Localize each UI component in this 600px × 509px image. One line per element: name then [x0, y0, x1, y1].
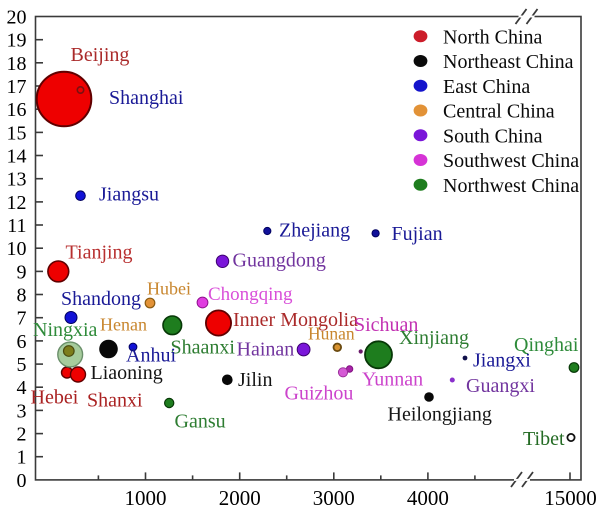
svg-text:Shaanxi: Shaanxi: [171, 337, 236, 359]
svg-text:15: 15: [7, 122, 27, 144]
svg-text:Shanxi: Shanxi: [87, 390, 143, 412]
svg-text:Yunnan: Yunnan: [362, 369, 423, 391]
svg-text:16: 16: [7, 99, 27, 121]
svg-text:Shandong: Shandong: [61, 288, 141, 310]
svg-text:North China: North China: [443, 26, 543, 48]
svg-text:Guangxi: Guangxi: [466, 375, 535, 397]
svg-text:Tianjing: Tianjing: [66, 242, 133, 264]
svg-text:Henan: Henan: [100, 315, 147, 335]
svg-text:Central China: Central China: [443, 101, 555, 123]
svg-text:Guizhou: Guizhou: [285, 383, 354, 405]
svg-text:Tibet: Tibet: [523, 428, 565, 450]
svg-text:11: 11: [7, 215, 26, 237]
svg-text:1: 1: [17, 447, 27, 469]
svg-text:Jiangxi: Jiangxi: [473, 350, 531, 372]
svg-text:20: 20: [7, 7, 27, 29]
svg-text:Zhejiang: Zhejiang: [279, 220, 350, 242]
svg-text:Shanghai: Shanghai: [109, 87, 184, 109]
svg-text:13: 13: [7, 169, 27, 191]
svg-text:Anhui: Anhui: [126, 345, 176, 367]
svg-text:Sichuan: Sichuan: [354, 314, 418, 336]
svg-text:2000: 2000: [219, 486, 261, 509]
svg-text:Ningxia: Ningxia: [33, 319, 98, 341]
svg-text:2: 2: [17, 424, 27, 446]
svg-text:19: 19: [7, 30, 27, 52]
svg-text:15000: 15000: [544, 486, 597, 509]
svg-text:5: 5: [17, 354, 27, 376]
svg-text:South China: South China: [443, 125, 543, 147]
svg-text:Xinjiang: Xinjiang: [399, 327, 469, 349]
svg-text:Guangdong: Guangdong: [233, 250, 326, 272]
svg-text:Jiangsu: Jiangsu: [99, 184, 159, 206]
svg-text:9: 9: [17, 261, 27, 283]
svg-text:Northwest China: Northwest China: [443, 175, 579, 197]
svg-text:10: 10: [7, 238, 27, 260]
svg-text:Beijing: Beijing: [71, 44, 130, 66]
svg-text:East China: East China: [443, 76, 530, 98]
svg-text:Hainan: Hainan: [237, 339, 295, 361]
svg-text:8: 8: [17, 285, 27, 307]
svg-text:4: 4: [17, 377, 27, 399]
svg-text:Northeast China: Northeast China: [443, 51, 574, 73]
svg-text:Southwest China: Southwest China: [443, 150, 579, 172]
svg-text:4000: 4000: [407, 486, 449, 509]
svg-text:12: 12: [7, 192, 27, 214]
svg-text:1000: 1000: [125, 486, 167, 509]
svg-text:18: 18: [7, 53, 27, 75]
svg-text:Liaoning: Liaoning: [91, 362, 163, 384]
svg-text:Gansu: Gansu: [175, 411, 226, 433]
svg-text:7: 7: [17, 308, 27, 330]
svg-text:Hubei: Hubei: [147, 279, 191, 299]
svg-text:17: 17: [7, 76, 27, 98]
svg-text:0: 0: [17, 470, 27, 492]
svg-text:Heilongjiang: Heilongjiang: [388, 404, 492, 426]
svg-text:Chongqing: Chongqing: [208, 284, 293, 305]
svg-text:Hunan: Hunan: [308, 324, 355, 344]
svg-text:Qinghai: Qinghai: [514, 334, 579, 356]
svg-text:Hebei: Hebei: [31, 387, 79, 409]
svg-text:14: 14: [7, 146, 27, 168]
svg-text:Fujian: Fujian: [392, 223, 443, 245]
svg-text:3000: 3000: [313, 486, 355, 509]
svg-text:Inner Mongolia: Inner Mongolia: [233, 309, 358, 331]
svg-text:Jilin: Jilin: [238, 369, 272, 391]
svg-text:3: 3: [17, 400, 27, 422]
svg-text:6: 6: [17, 331, 27, 353]
